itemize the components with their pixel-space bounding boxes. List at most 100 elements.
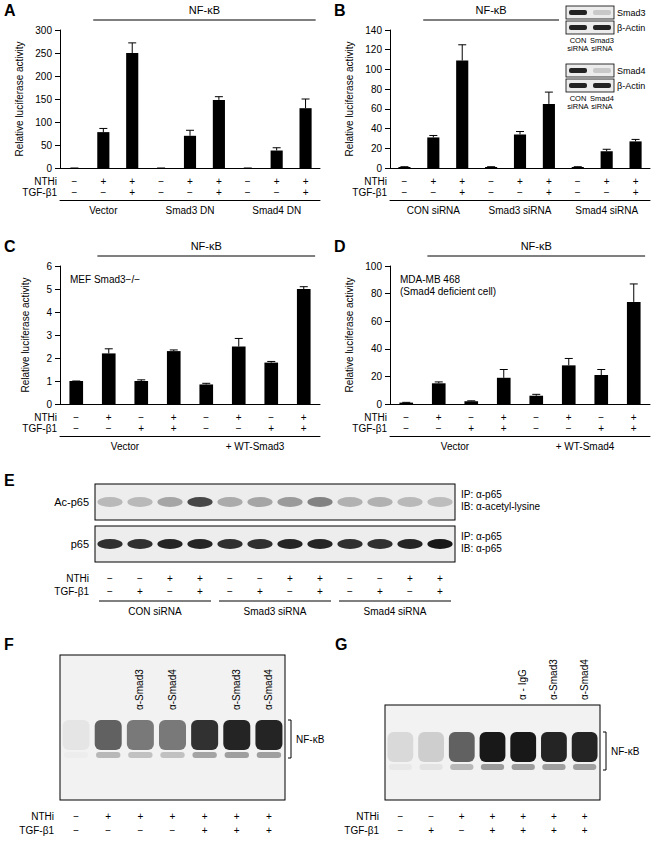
svg-text:+: + <box>437 586 443 597</box>
svg-text:+: + <box>501 423 507 434</box>
svg-text:40: 40 <box>371 343 383 354</box>
svg-text:β-Actin: β-Actin <box>617 23 645 33</box>
svg-text:+: + <box>129 187 135 198</box>
svg-text:E: E <box>4 472 15 489</box>
svg-text:MEF Smad3−/−: MEF Smad3−/− <box>70 274 140 285</box>
svg-text:300: 300 <box>35 25 52 36</box>
svg-text:α-Smad4: α-Smad4 <box>167 669 178 710</box>
svg-text:−: − <box>347 586 353 597</box>
svg-text:+: + <box>236 412 242 423</box>
svg-text:−: − <box>170 825 176 836</box>
svg-text:−: − <box>236 423 242 434</box>
svg-text:+: + <box>598 423 604 434</box>
svg-text:−: − <box>397 811 403 822</box>
svg-text:TGF-β1: TGF-β1 <box>22 423 57 434</box>
svg-text:NTHi: NTHi <box>31 811 54 822</box>
svg-text:100: 100 <box>365 64 382 75</box>
svg-text:−: − <box>245 176 251 187</box>
svg-text:TGF-β1: TGF-β1 <box>19 825 54 836</box>
svg-text:−: − <box>403 412 409 423</box>
svg-text:−: − <box>268 412 274 423</box>
svg-text:−: − <box>257 573 263 584</box>
svg-text:+: + <box>490 811 496 822</box>
svg-text:+: + <box>100 176 106 187</box>
svg-text:A: A <box>4 2 16 19</box>
svg-text:20: 20 <box>371 371 383 382</box>
svg-text:NF-κB: NF-κB <box>296 734 325 745</box>
svg-text:Smad3 siRNA: Smad3 siRNA <box>489 205 552 216</box>
svg-text:CON siRNA: CON siRNA <box>128 606 182 617</box>
svg-text:−: − <box>137 825 143 836</box>
svg-text:+: + <box>197 573 203 584</box>
svg-text:80: 80 <box>371 288 383 299</box>
svg-text:+: + <box>105 811 111 822</box>
svg-text:α - IgG: α - IgG <box>517 669 528 700</box>
svg-text:+: + <box>430 176 436 187</box>
svg-text:Smad4: Smad4 <box>617 66 646 76</box>
svg-text:+: + <box>303 176 309 187</box>
svg-text:+: + <box>468 423 474 434</box>
svg-text:4: 4 <box>46 307 52 318</box>
svg-text:NTHi: NTHi <box>364 412 387 423</box>
svg-text:60: 60 <box>371 103 383 114</box>
svg-text:+: + <box>459 176 465 187</box>
svg-text:+: + <box>266 825 272 836</box>
svg-text:Smad4 siRNA: Smad4 siRNA <box>575 205 638 216</box>
svg-text:+: + <box>604 176 610 187</box>
svg-text:+: + <box>631 412 637 423</box>
svg-text:40: 40 <box>371 123 383 134</box>
svg-text:+: + <box>566 412 572 423</box>
svg-text:−: − <box>73 825 79 836</box>
svg-text:−: − <box>287 586 293 597</box>
svg-text:+: + <box>257 586 263 597</box>
svg-text:p65: p65 <box>71 538 89 550</box>
svg-text:IP: α-p65: IP: α-p65 <box>461 489 502 500</box>
svg-text:250: 250 <box>35 48 52 59</box>
svg-text:0: 0 <box>46 163 52 174</box>
svg-text:−: − <box>105 825 111 836</box>
svg-text:+: + <box>106 412 112 423</box>
svg-text:−: − <box>245 187 251 198</box>
svg-text:−: − <box>72 176 78 187</box>
svg-text:β-Actin: β-Actin <box>617 81 645 91</box>
svg-text:+: + <box>301 412 307 423</box>
svg-text:Vector: Vector <box>111 441 140 452</box>
svg-text:+: + <box>520 825 526 836</box>
svg-text:120: 120 <box>365 44 382 55</box>
svg-text:+: + <box>551 825 557 836</box>
svg-text:+: + <box>170 811 176 822</box>
svg-text:B: B <box>334 2 346 19</box>
svg-text:−: − <box>533 412 539 423</box>
svg-text:F: F <box>4 636 14 653</box>
svg-text:−: − <box>436 423 442 434</box>
svg-text:α-Smad4: α-Smad4 <box>579 659 590 700</box>
svg-text:α-Smad3: α-Smad3 <box>548 659 559 700</box>
svg-text:+: + <box>582 811 588 822</box>
svg-text:+: + <box>197 586 203 597</box>
svg-text:−: − <box>377 573 383 584</box>
svg-text:100: 100 <box>35 117 52 128</box>
svg-text:+: + <box>171 423 177 434</box>
svg-text:−: − <box>203 423 209 434</box>
svg-text:+: + <box>129 176 135 187</box>
svg-text:−: − <box>575 176 581 187</box>
svg-text:MDA-MB 468: MDA-MB 468 <box>400 274 460 285</box>
svg-text:Relative luciferase activity: Relative luciferase activity <box>14 41 25 156</box>
svg-text:−: − <box>73 412 79 423</box>
svg-text:140: 140 <box>365 25 382 36</box>
svg-text:+ WT-Smad3: + WT-Smad3 <box>226 441 285 452</box>
svg-text:6: 6 <box>46 261 52 272</box>
svg-text:−: − <box>73 423 79 434</box>
svg-text:Relative luciferase activity: Relative luciferase activity <box>20 277 31 392</box>
svg-text:80: 80 <box>371 84 383 95</box>
svg-text:TGF-β1: TGF-β1 <box>54 586 89 597</box>
svg-text:−: − <box>107 586 113 597</box>
svg-text:+: + <box>546 176 552 187</box>
svg-text:IB: α-acetyl-lysine: IB: α-acetyl-lysine <box>461 501 541 512</box>
svg-text:−: − <box>428 811 434 822</box>
svg-text:NF-κB: NF-κB <box>191 240 222 252</box>
svg-text:−: − <box>533 423 539 434</box>
svg-text:+: + <box>551 811 557 822</box>
svg-text:CON siRNA: CON siRNA <box>407 205 461 216</box>
svg-text:20: 20 <box>371 143 383 154</box>
